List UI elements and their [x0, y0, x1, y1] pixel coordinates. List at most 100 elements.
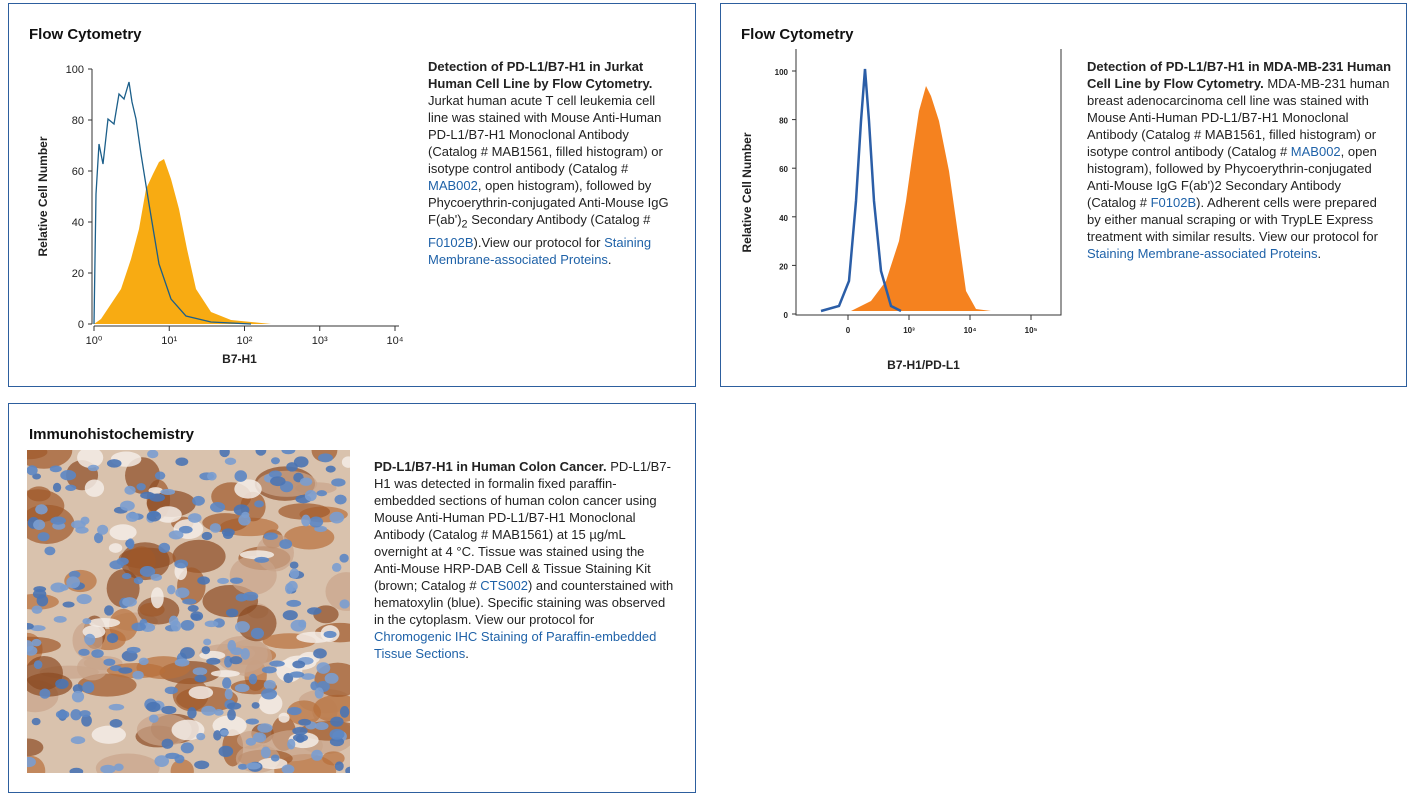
y-tick-label: 60 [779, 165, 788, 174]
link[interactable]: MAB002 [428, 178, 478, 193]
nucleus [75, 527, 88, 534]
nucleus [37, 595, 49, 607]
nucleus [136, 483, 145, 490]
nucleus [124, 486, 135, 495]
nucleus [126, 512, 139, 522]
tissue-lumen [109, 524, 136, 540]
tissue-lumen [189, 686, 213, 699]
y-axis-title: Relative Cell Number [740, 132, 754, 252]
nucleus [63, 602, 75, 608]
nucleus [82, 681, 94, 693]
nucleus [285, 583, 293, 594]
caption-title: Detection of PD-L1/B7-H1 in Jurkat Human… [428, 59, 652, 91]
nucleus [227, 702, 241, 709]
nucleus [33, 586, 46, 592]
nucleus [270, 476, 286, 486]
nucleus [246, 718, 259, 724]
y-tick-label: 0 [78, 319, 84, 331]
nucleus [72, 691, 84, 703]
caption-text: . [465, 646, 469, 661]
link[interactable]: MAB002 [1291, 144, 1341, 159]
caption: PD-L1/B7-H1 in Human Colon Cancer. PD-L1… [374, 458, 674, 662]
tissue-stain [77, 656, 108, 681]
nucleus [32, 606, 43, 614]
nucleus [311, 750, 323, 761]
panel-heading: Flow Cytometry [29, 26, 142, 43]
nucleus [279, 539, 292, 549]
nucleus [88, 465, 99, 471]
x-axis-title: B7-H1 [222, 352, 257, 366]
nucleus [147, 511, 161, 522]
nucleus [32, 718, 41, 725]
panel-heading: Flow Cytometry [741, 26, 854, 43]
nucleus [227, 709, 236, 720]
nucleus [194, 675, 206, 683]
y-tick-label: 40 [72, 217, 84, 229]
nucleus [205, 621, 219, 628]
panel-heading: Immunohistochemistry [29, 426, 194, 443]
nucleus [269, 661, 285, 667]
nucleus [175, 587, 189, 597]
nucleus [301, 515, 310, 527]
nucleus [298, 719, 311, 726]
nucleus [70, 709, 81, 720]
nucleus [290, 568, 300, 578]
nucleus [220, 730, 229, 736]
nucleus [264, 680, 276, 690]
tissue-lumen [211, 670, 240, 677]
nucleus [53, 483, 61, 492]
nucleus [330, 717, 343, 727]
nucleus [249, 674, 257, 685]
nucleus [225, 689, 233, 700]
nucleus [290, 561, 299, 568]
nucleus [149, 494, 165, 502]
nucleus [261, 747, 271, 759]
nucleus [127, 647, 141, 653]
nucleus [110, 719, 123, 728]
nucleus [155, 472, 165, 480]
nucleus [271, 457, 280, 464]
link[interactable]: CTS002 [480, 578, 528, 593]
filled-histogram [94, 159, 271, 324]
nucleus [109, 704, 125, 711]
link[interactable]: Staining Membrane-associated Proteins [1087, 246, 1318, 261]
caption-text: . [1318, 246, 1322, 261]
nucleus [271, 755, 280, 762]
nucleus [210, 502, 225, 512]
nucleus [335, 495, 347, 505]
nucleus [50, 466, 62, 473]
nucleus [33, 520, 45, 530]
nucleus [315, 687, 324, 698]
nucleus [339, 599, 349, 608]
panel: Immunohistochemistry PD-L1/B7-H1 in Huma… [8, 403, 696, 793]
nucleus [318, 453, 333, 462]
nucleus [122, 573, 132, 579]
nucleus [316, 490, 327, 496]
histogram-figure: 020406080100010³10⁴10⁵Relative Cell Numb… [731, 49, 1081, 379]
caption: Detection of PD-L1/B7-H1 in MDA-MB-231 H… [1087, 58, 1392, 262]
tissue-lumen [234, 479, 261, 498]
nucleus [254, 500, 264, 507]
link[interactable]: F0102B [1151, 195, 1197, 210]
link[interactable]: F0102B [428, 235, 474, 250]
nucleus [332, 563, 341, 572]
nucleus [213, 730, 221, 740]
nucleus [210, 523, 221, 533]
nucleus [182, 599, 196, 605]
y-tick-label: 100 [775, 68, 789, 77]
nucleus [230, 656, 243, 664]
nucleus [238, 764, 248, 770]
nucleus [261, 688, 277, 699]
nucleus [175, 457, 188, 465]
nucleus [65, 485, 76, 491]
nucleus [251, 628, 264, 639]
caption-text: . [608, 252, 612, 267]
nucleus [78, 649, 89, 656]
y-tick-label: 60 [72, 166, 84, 178]
nucleus [44, 546, 55, 555]
x-tick-label: 10¹ [161, 335, 177, 347]
nucleus [77, 594, 92, 604]
nucleus [326, 466, 336, 473]
link[interactable]: Chromogenic IHC Staining of Paraffin-emb… [374, 629, 656, 661]
nucleus [262, 666, 277, 673]
